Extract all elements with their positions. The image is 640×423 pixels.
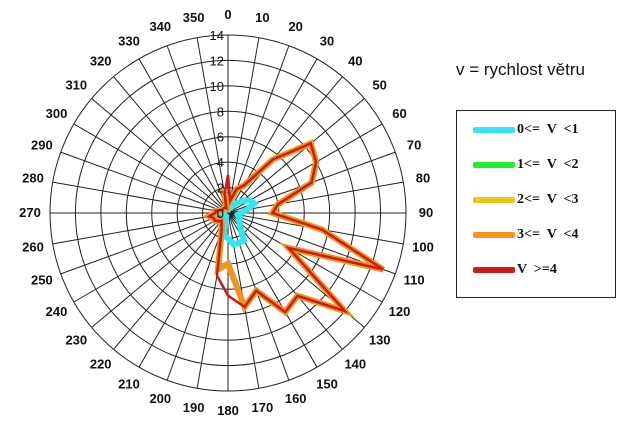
legend-swatch	[473, 267, 515, 273]
legend-item: 2<= V <3	[473, 189, 579, 211]
angle-tick-label: 240	[46, 304, 68, 319]
legend-item: V >=4	[473, 259, 557, 281]
polar-grid	[49, 34, 407, 392]
legend-label: 3<= V <4	[517, 227, 579, 242]
angle-tick-label: 300	[46, 106, 68, 121]
legend-title: v = rychlost větru	[456, 60, 585, 79]
angle-tick-label: 70	[407, 137, 421, 152]
legend-swatch	[473, 197, 515, 203]
series-4-line	[206, 141, 384, 314]
grid-spoke-210	[138, 212, 229, 368]
angle-tick-label: 340	[149, 19, 171, 34]
grid-spoke-60	[227, 123, 383, 214]
angle-tick-label: 120	[389, 304, 411, 319]
radial-tick-labels: 0 2 4 6 8 10 12 14	[210, 28, 224, 221]
grid-spoke-310	[91, 98, 229, 214]
angle-tick-label: 50	[372, 78, 386, 93]
angle-tick-label: 40	[348, 53, 362, 68]
radial-tick-label: 8	[217, 104, 224, 119]
grid-spoke-250	[60, 212, 229, 275]
grid-spoke-220	[113, 212, 229, 350]
angle-tick-label: 250	[31, 273, 53, 288]
angle-tick-label: 150	[316, 377, 338, 392]
angle-tick-label: 170	[252, 400, 274, 415]
legend-label: 2<= V <3	[517, 192, 579, 207]
angle-tick-label: 130	[369, 332, 391, 347]
grid-spoke-260	[52, 212, 229, 245]
angle-tick-label: 210	[118, 377, 140, 392]
legend-swatch	[473, 232, 515, 238]
radial-tick-label: 14	[210, 28, 224, 43]
angle-tick-label: 110	[404, 273, 425, 288]
angle-tick-label: 220	[90, 357, 112, 372]
legend: 0<= V <1 1<= V <2 2<= V <3 3<= V <4 V >=4	[456, 110, 616, 298]
legend-item: 1<= V <2	[473, 154, 579, 176]
angle-tick-label: 230	[65, 332, 87, 347]
grid-spoke-80	[227, 181, 404, 214]
series-layer	[202, 139, 385, 318]
grid-spoke-350	[196, 37, 229, 214]
angle-tick-label: 270	[19, 205, 41, 220]
radial-tick-label: 0	[217, 206, 224, 221]
angle-tick-label: 30	[320, 34, 334, 49]
legend-swatch	[473, 162, 515, 168]
angle-tick-label: 320	[90, 53, 112, 68]
grid-spoke-140	[227, 212, 343, 350]
angle-tick-label: 0	[224, 7, 231, 22]
angle-tick-label: 310	[65, 78, 87, 93]
grid-spoke-320	[113, 76, 229, 214]
angle-tick-label: 330	[118, 34, 140, 49]
grid-spoke-10	[227, 37, 260, 214]
angle-tick-label: 200	[149, 391, 171, 406]
angle-tick-label: 280	[22, 171, 44, 186]
radial-tick-label: 2	[217, 181, 224, 196]
grid-spoke-330	[138, 58, 229, 214]
radial-tick-label: 6	[217, 130, 224, 145]
radial-tick-label: 10	[210, 79, 224, 94]
angle-tick-label: 60	[392, 106, 406, 121]
radial-tick-label: 4	[217, 155, 224, 170]
grid-spoke-240	[73, 212, 229, 303]
legend-swatch	[473, 127, 515, 133]
grid-spoke-40	[227, 76, 343, 214]
legend-item: 3<= V <4	[473, 224, 579, 246]
legend-label: V >=4	[517, 262, 557, 277]
angle-tick-label: 100	[412, 239, 434, 254]
angle-tick-label: 350	[183, 10, 205, 25]
angle-tick-label: 10	[255, 10, 269, 25]
angle-tick-labels: 0 102030405060708090100110120130140150160…	[19, 7, 434, 418]
grid-spoke-280	[52, 181, 229, 214]
angle-tick-label: 140	[344, 357, 366, 372]
angle-tick-label: 80	[416, 171, 430, 186]
angle-tick-label: 290	[31, 137, 53, 152]
grid-spoke-290	[60, 151, 229, 214]
legend-label: 1<= V <2	[517, 157, 579, 172]
angle-tick-label: 90	[419, 205, 433, 220]
grid-spoke-50	[227, 98, 365, 214]
angle-tick-label: 20	[288, 19, 302, 34]
angle-tick-label: 160	[285, 391, 307, 406]
angle-tick-label: 180	[217, 403, 239, 418]
angle-tick-label: 260	[22, 239, 44, 254]
grid-spoke-230	[91, 212, 229, 328]
radial-tick-label: 12	[210, 53, 224, 68]
grid-spoke-340	[166, 45, 229, 214]
grid-spoke-300	[73, 123, 229, 214]
angle-tick-label: 190	[183, 400, 205, 415]
legend-item: 0<= V <1	[473, 119, 579, 141]
legend-label: 0<= V <1	[517, 122, 579, 137]
grid-spoke-120	[227, 212, 383, 303]
